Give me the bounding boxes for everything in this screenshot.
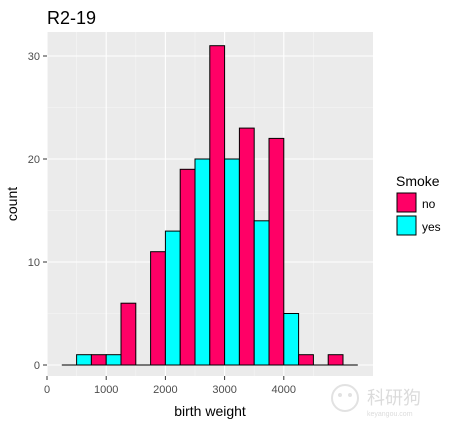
y-axis-title: count <box>4 187 20 221</box>
x-axis-title: birth weight <box>174 403 246 419</box>
x-tick-label: 2000 <box>153 384 177 396</box>
x-tick-label: 1000 <box>94 384 118 396</box>
bar-no-bin-6 <box>238 127 255 366</box>
legend-swatch-no <box>396 192 417 213</box>
watermark-dog-icon <box>331 384 359 412</box>
watermark-dog-eye-right <box>348 393 352 397</box>
bar-yes-bin-5 <box>224 158 240 366</box>
bar-yes-bin-1 <box>105 354 122 366</box>
watermark-subtext: keyangou.com <box>367 411 413 418</box>
bar-layer <box>61 45 358 366</box>
legend-title: Smoke <box>396 173 440 189</box>
axis-layer: 0 1000 2000 3000 4000 0 10 20 30 <box>28 51 296 396</box>
bar-no-bin-3 <box>150 251 166 366</box>
x-tick-label: 0 <box>44 384 50 396</box>
watermark: 科研狗 keyangou.com <box>331 384 421 418</box>
x-tick-label: 4000 <box>272 384 296 396</box>
legend-swatch-yes <box>396 215 417 236</box>
legend: Smoke no yes <box>396 173 441 236</box>
bar-yes-bin-4 <box>194 158 211 366</box>
bar-yes-bin-0 <box>76 354 92 366</box>
bar-no-bin-8 <box>298 354 314 366</box>
bar-no-bin-7 <box>268 137 285 366</box>
bar-no-bin-2 <box>120 302 137 366</box>
y-tick-label: 30 <box>28 51 40 63</box>
legend-label-yes: yes <box>422 220 441 234</box>
y-tick-label: 20 <box>28 154 40 166</box>
legend-label-no: no <box>422 197 436 211</box>
bar-yes-bin-3 <box>164 230 181 366</box>
bar-yes-bin-6 <box>253 220 270 366</box>
x-tick-label: 3000 <box>212 384 236 396</box>
bar-no-bin-9 <box>327 354 344 366</box>
bar-no-bin-5 <box>209 45 226 366</box>
watermark-dog-eye-left <box>338 393 342 397</box>
bar-yes-bin-7 <box>283 313 300 366</box>
y-tick-label: 0 <box>34 360 40 372</box>
bar-no-bin-1 <box>90 354 107 366</box>
watermark-text: 科研狗 <box>367 388 421 408</box>
y-tick-label: 10 <box>28 257 40 269</box>
chart-title: R2-19 <box>47 8 96 28</box>
bar-no-bin-4 <box>179 168 196 366</box>
